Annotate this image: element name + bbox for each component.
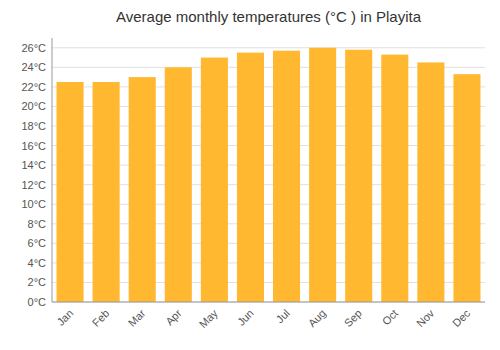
- bar: [93, 82, 120, 302]
- x-tick-label: Jan: [54, 307, 75, 328]
- x-axis: Jan Feb Mar Apr May Jun Jul Aug Sep Oct Nov Dec: [52, 302, 485, 330]
- chart: Average monthly temperatures (°C ) in Pl…: [0, 0, 500, 350]
- grid-line: [52, 302, 485, 303]
- y-tick-label: 24°C: [21, 61, 46, 73]
- bar: [201, 58, 228, 302]
- y-tick-label: 8°C: [28, 218, 47, 230]
- bar: [165, 67, 192, 302]
- y-tick-label: 20°C: [21, 100, 46, 112]
- x-tick-label: Jun: [235, 307, 256, 328]
- grid: [52, 48, 485, 302]
- grid-line: [52, 47, 485, 48]
- x-tick-label: Feb: [90, 307, 112, 329]
- x-tick-label: Apr: [163, 307, 184, 328]
- y-tick-label: 14°C: [21, 159, 46, 171]
- bar: [273, 51, 300, 302]
- x-axis-line: [52, 302, 485, 303]
- y-tick-label: 26°C: [21, 42, 46, 54]
- x-tick-label: Aug: [306, 307, 328, 329]
- x-tick-label: Dec: [450, 307, 473, 330]
- x-tick-label: Sep: [342, 307, 364, 329]
- x-tick-label: Oct: [380, 307, 401, 328]
- y-tick-label: 18°C: [21, 120, 46, 132]
- y-tick-label: 0°C: [28, 296, 47, 308]
- title: Average monthly temperatures (°C ) in Pl…: [116, 8, 422, 25]
- bar: [309, 48, 336, 302]
- y-axis: 0°C 2°C 4°C 6°C 8°C 10°C 12°C 14°C 16°C 18°C 20°C 2…: [21, 38, 52, 308]
- bar: [381, 55, 408, 302]
- y-axis-line: [52, 38, 53, 302]
- bar: [345, 50, 372, 302]
- bar: [237, 53, 264, 302]
- bar: [57, 82, 84, 302]
- x-tick-label: Jul: [274, 307, 292, 325]
- y-tick-label: 16°C: [21, 140, 46, 152]
- x-tick-label: May: [197, 307, 221, 331]
- y-tick-label: 10°C: [21, 198, 46, 210]
- y-tick-label: 12°C: [21, 179, 46, 191]
- y-tick-label: 4°C: [28, 257, 47, 269]
- y-tick-label: 6°C: [28, 237, 47, 249]
- chart-container: Average monthly temperatures (°C ) in Pl…: [0, 0, 500, 350]
- bar: [417, 62, 444, 302]
- bars: [57, 48, 481, 302]
- y-tick-label: 2°C: [28, 276, 47, 288]
- x-tick-label: Mar: [126, 307, 148, 329]
- x-tick-label: Nov: [414, 307, 437, 330]
- y-tick-label: 22°C: [21, 81, 46, 93]
- bar: [129, 77, 156, 302]
- bar: [453, 74, 480, 302]
